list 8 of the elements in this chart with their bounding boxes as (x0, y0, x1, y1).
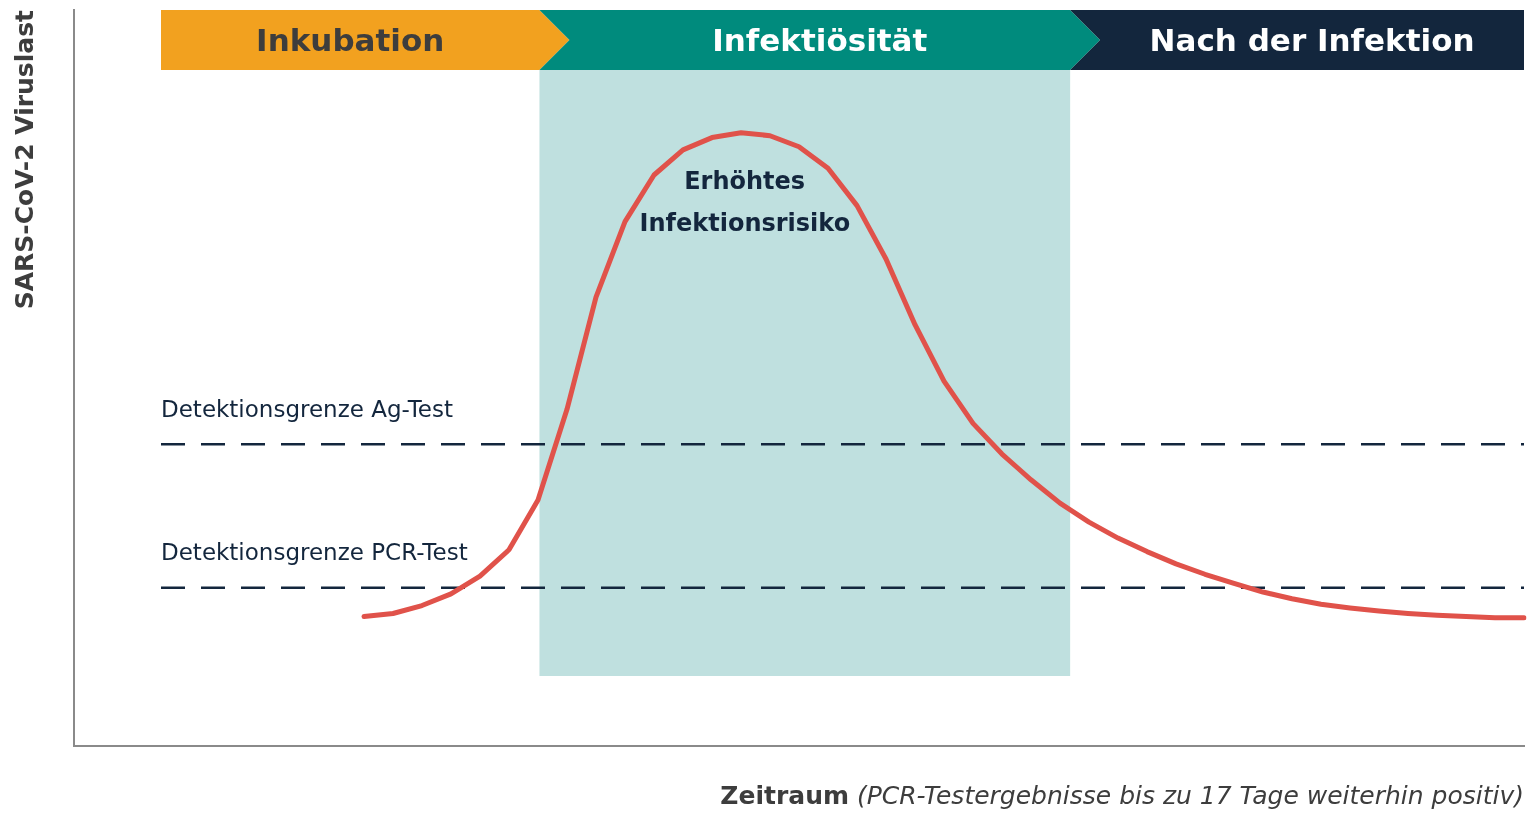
y-axis-title: SARS-CoV-2 Viruslast (9, 9, 39, 310)
annotation: Erhöhtes Infektionsrisiko (639, 166, 851, 239)
ref-line-label: Detektionsgrenze Ag-Test (161, 395, 454, 422)
ref-line-label: Detektionsgrenze PCR-Test (161, 539, 468, 566)
text: Inkubation (161, 10, 570, 70)
text: Infektiösität (539, 10, 1101, 70)
x-axis-title: Zeitraum (PCR-Testergebnisse bis zu 17 Tage weiterhin positiv) (720, 780, 1524, 810)
text: Nach der Infektion (1070, 10, 1524, 70)
